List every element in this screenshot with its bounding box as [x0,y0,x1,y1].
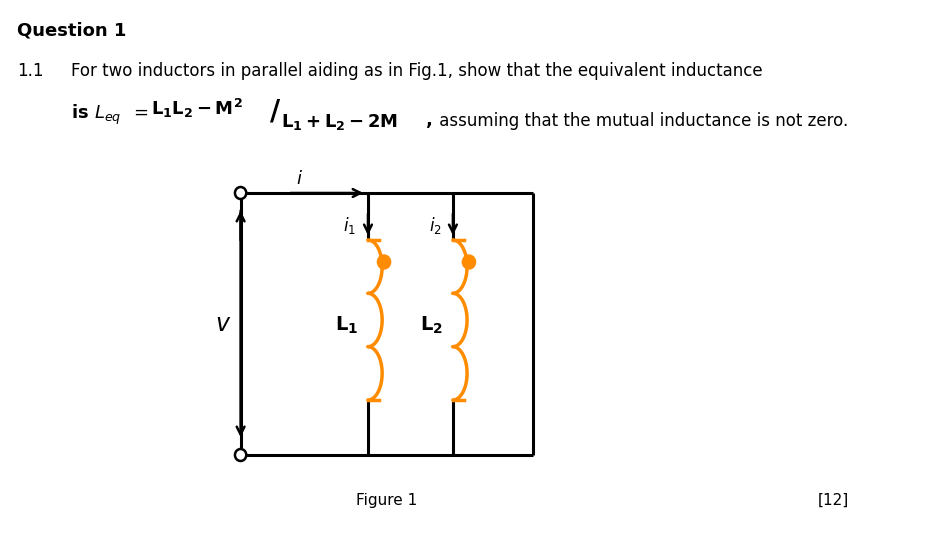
Circle shape [235,449,247,461]
Text: $\mathbf{/}$: $\mathbf{/}$ [269,97,281,125]
Text: $\mathbf{L_1 + L_2 - 2M}$: $\mathbf{L_1 + L_2 - 2M}$ [281,112,398,132]
Circle shape [463,255,476,269]
Text: $\mathbf{L_1 L_2 - M^2}$: $\mathbf{L_1 L_2 - M^2}$ [151,97,243,120]
Text: [12]: [12] [818,493,849,508]
Text: $\mathbf{\it{i}}_1$: $\mathbf{\it{i}}_1$ [344,215,357,236]
Text: Figure 1: Figure 1 [356,493,417,508]
Text: $\mathbf{\it{v}}$: $\mathbf{\it{v}}$ [215,312,232,336]
Text: $\mathbf{,}$: $\mathbf{,}$ [425,112,432,130]
Text: $\mathbf{L_2}$: $\mathbf{L_2}$ [421,314,443,335]
Text: $=$: $=$ [130,103,149,121]
Text: Question 1: Question 1 [17,22,126,40]
Circle shape [235,187,247,199]
Circle shape [377,255,390,269]
Text: $\mathbf{\it{i}}$: $\mathbf{\it{i}}$ [296,170,303,188]
Text: assuming that the mutual inductance is not zero.: assuming that the mutual inductance is n… [434,112,848,130]
Text: $\mathbf{\it{i}}_2$: $\mathbf{\it{i}}_2$ [428,215,441,236]
Text: For two inductors in parallel aiding as in Fig.1, show that the equivalent induc: For two inductors in parallel aiding as … [70,62,762,80]
Text: is $L_{eq}$: is $L_{eq}$ [70,103,121,127]
Text: $\mathbf{L_1}$: $\mathbf{L_1}$ [336,314,359,335]
Text: 1.1: 1.1 [17,62,44,80]
